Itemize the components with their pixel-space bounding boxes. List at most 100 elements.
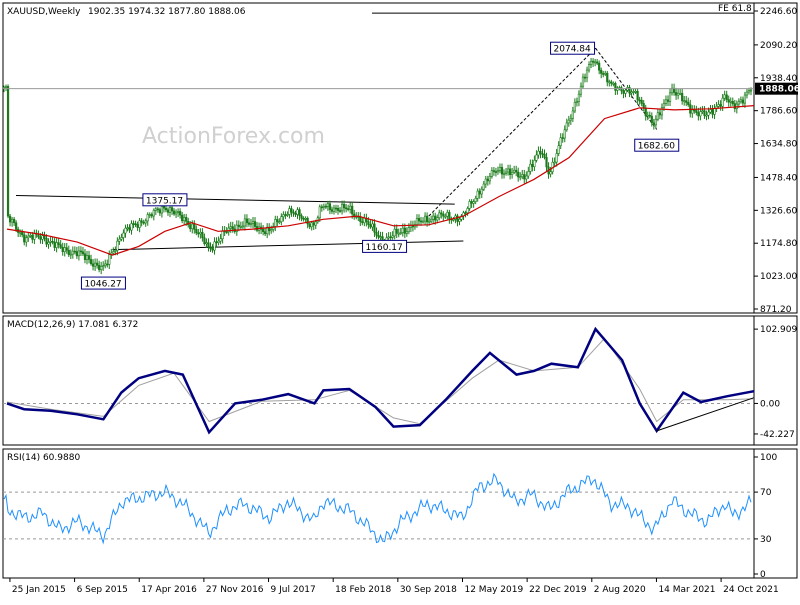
candle-body xyxy=(270,229,273,232)
candle-body xyxy=(158,209,161,214)
annotation-label-2: 1160.17 xyxy=(366,243,403,253)
candle-body xyxy=(371,223,374,228)
candle-body xyxy=(464,212,467,214)
candle-body xyxy=(403,227,406,234)
candle-body xyxy=(10,218,14,223)
candle-body xyxy=(47,242,50,245)
annotation-box-3 xyxy=(550,41,596,55)
candle-body xyxy=(29,234,32,237)
candle-body xyxy=(340,203,344,212)
candle-body xyxy=(160,206,164,214)
candle-body xyxy=(438,212,441,219)
candle-body xyxy=(77,250,81,257)
main-ytick-label-5: 1478.40 xyxy=(760,173,797,183)
candle-body xyxy=(219,238,222,242)
candle-body xyxy=(300,215,303,219)
candle-body xyxy=(185,217,188,222)
candle-body xyxy=(456,215,459,222)
candle-body xyxy=(282,214,285,218)
candle-body xyxy=(41,235,44,240)
candle-body xyxy=(314,221,317,226)
candle-body xyxy=(336,207,340,211)
candle-body xyxy=(118,238,121,242)
candle-body xyxy=(51,241,54,243)
candle-body xyxy=(39,236,42,240)
x-tick-label-10: 14 Mar 2021 xyxy=(658,585,715,595)
candle-body xyxy=(517,171,520,178)
candle-body xyxy=(215,241,218,244)
annotation-label-3: 2074.84 xyxy=(554,45,591,55)
annotation-label-4: 1682.60 xyxy=(638,142,675,152)
candle-body xyxy=(559,137,562,147)
candle-body xyxy=(369,224,372,228)
candle-body xyxy=(205,242,208,245)
annotation-label-1: 1375.17 xyxy=(146,196,183,206)
candle-body xyxy=(555,153,558,163)
candle-body xyxy=(561,137,564,139)
candle-body xyxy=(581,76,585,87)
candle-body xyxy=(620,87,623,92)
candle-body xyxy=(648,114,651,117)
candle-body xyxy=(345,207,348,210)
candle-body xyxy=(130,223,133,231)
candle-body xyxy=(322,205,325,208)
candle-body xyxy=(166,209,170,213)
candle-body xyxy=(146,214,149,222)
candle-body xyxy=(298,209,301,217)
candle-body xyxy=(587,64,591,71)
candle-body xyxy=(211,248,214,251)
candle-body xyxy=(27,235,30,239)
x-tick-label-7: 12 May 2019 xyxy=(464,585,523,595)
candle-body xyxy=(697,112,700,117)
candle-body xyxy=(324,205,327,208)
candle-body xyxy=(154,208,157,211)
candle-body xyxy=(308,223,311,228)
candle-body xyxy=(81,251,85,255)
candle-body xyxy=(342,203,346,209)
candle-body xyxy=(606,72,609,83)
candle-body xyxy=(506,168,510,173)
candle-body xyxy=(302,218,305,220)
candle-body xyxy=(168,207,172,213)
candle-body xyxy=(183,217,186,222)
candle-body xyxy=(43,235,46,239)
candle-body xyxy=(312,222,315,226)
candle-body xyxy=(476,190,479,199)
candle-body xyxy=(448,212,451,220)
candle-body xyxy=(63,247,66,253)
candle-body xyxy=(707,111,710,116)
candle-body xyxy=(55,242,58,248)
candle-body xyxy=(660,107,664,116)
rsi-title: RSI(14) 60.9880 xyxy=(7,453,80,463)
x-tick-label-2: 17 Apr 2016 xyxy=(141,585,197,595)
candle-body xyxy=(749,89,753,92)
candle-body xyxy=(683,100,686,103)
candle-body xyxy=(565,122,568,131)
candle-body xyxy=(693,109,696,112)
candle-body xyxy=(666,99,670,102)
x-tick-label-0: 25 Jan 2015 xyxy=(12,585,66,595)
candle-body xyxy=(713,108,716,115)
candle-body xyxy=(213,241,216,251)
candle-body xyxy=(8,215,12,223)
candle-body xyxy=(419,220,423,223)
candle-body xyxy=(112,251,115,254)
candle-body xyxy=(585,69,589,79)
candle-body xyxy=(498,167,502,171)
candle-body xyxy=(286,214,289,216)
candle-body xyxy=(249,223,253,225)
candle-body xyxy=(466,208,469,214)
candle-body xyxy=(743,94,747,104)
candle-body xyxy=(120,237,123,240)
candle-body xyxy=(332,207,336,212)
candle-body xyxy=(745,91,749,96)
candle-body xyxy=(444,215,447,218)
candle-body xyxy=(423,215,427,222)
candle-body xyxy=(519,176,522,179)
candle-body xyxy=(460,215,463,220)
candle-body xyxy=(711,109,714,115)
candle-body xyxy=(632,91,635,93)
candle-body xyxy=(596,61,599,64)
candle-body xyxy=(658,112,662,116)
candle-body xyxy=(245,218,249,224)
